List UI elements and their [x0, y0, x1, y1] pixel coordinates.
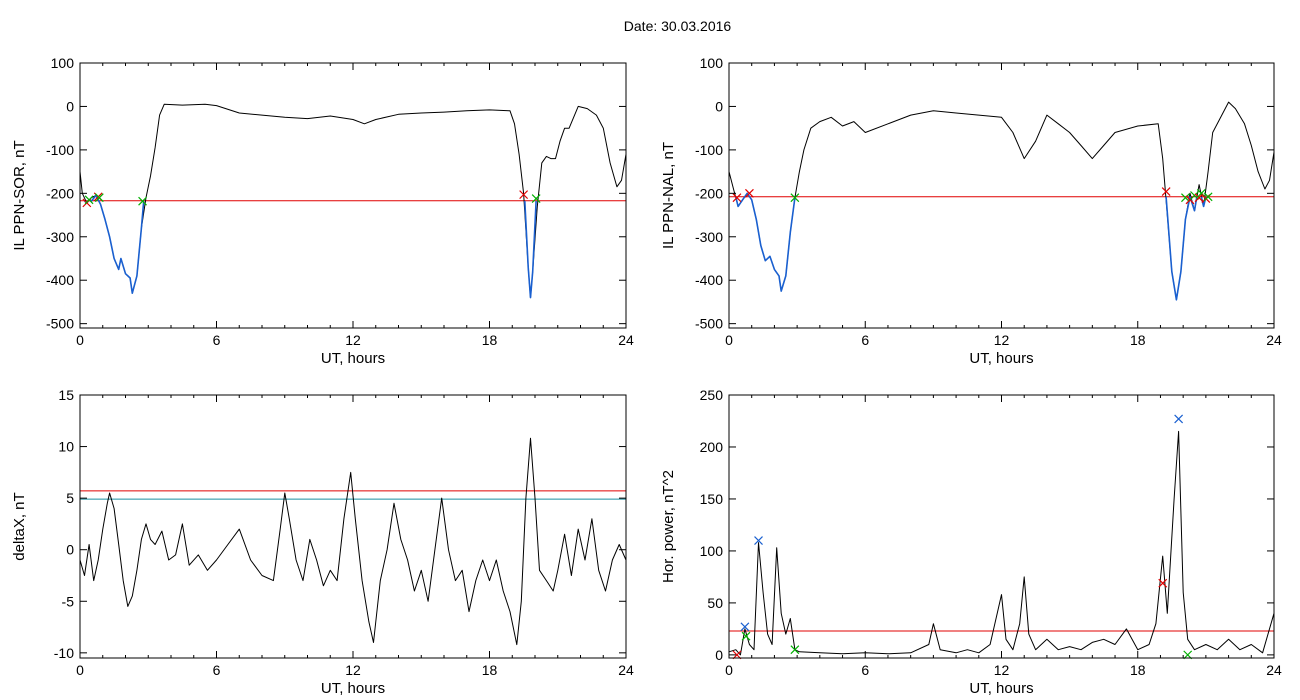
x-marker-6	[1174, 414, 1184, 424]
y-tick-label: 5	[66, 490, 74, 506]
series-line-0	[728, 101, 1275, 301]
x-axis-label: UT, hours	[969, 350, 1033, 367]
x-tick-label: 0	[76, 662, 84, 678]
panel-ppn-sor: 0 6 12 18 24 100 0 -100 -200 -300 -400 -500 UT, hour…	[11, 55, 634, 367]
y-tick-label: 0	[66, 98, 74, 114]
series-line-2	[524, 201, 537, 299]
y-tick-label: -500	[46, 316, 74, 332]
x-tick-label: 6	[213, 332, 221, 348]
x-marker-4	[1181, 193, 1190, 203]
series-line-0	[728, 430, 1275, 656]
x-marker-4	[790, 645, 800, 655]
y-tick-label: 100	[51, 55, 75, 71]
y-tick-label: -500	[695, 316, 723, 332]
y-tick-label: -200	[695, 185, 723, 201]
x-axis-label: UT, hours	[321, 680, 385, 697]
plot-frame	[728, 394, 1275, 659]
y-tick-label: 50	[707, 595, 723, 611]
y-axis-label: IL PPN-SOR, nT	[11, 140, 28, 250]
y-tick-label: 0	[66, 542, 74, 558]
x-tick-label: 12	[345, 662, 361, 678]
x-tick-label: 18	[1130, 662, 1146, 678]
x-tick-label: 18	[1130, 332, 1146, 348]
x-tick-label: 18	[482, 332, 498, 348]
x-marker-3	[754, 536, 763, 545]
x-marker-6	[1190, 191, 1199, 200]
y-tick-label: -300	[695, 229, 723, 245]
x-marker-5	[1158, 578, 1168, 588]
x-marker-2	[790, 193, 800, 203]
series-line-2	[1165, 196, 1198, 301]
x-marker-4	[138, 196, 147, 206]
y-tick-label: -10	[54, 645, 74, 661]
plot-frame	[79, 62, 627, 329]
x-marker-3	[94, 193, 104, 203]
x-marker-10	[1203, 192, 1213, 202]
x-marker-1	[745, 188, 754, 198]
x-tick-label: 0	[76, 332, 84, 348]
panel-deltax: 0 6 12 18 24 15 10 5 0 -5 -10 UT, hours deltaX, nT	[11, 387, 634, 697]
y-tick-label: 0	[715, 98, 723, 114]
y-tick-label: 250	[700, 387, 724, 403]
y-tick-label: 10	[58, 439, 74, 455]
x-marker-5	[519, 190, 529, 200]
x-tick-label: 6	[861, 332, 869, 348]
x-marker-3	[1161, 187, 1171, 197]
x-tick-label: 12	[994, 662, 1010, 678]
y-tick-label: 100	[700, 55, 724, 71]
series-line-1	[84, 194, 145, 294]
date-title: Date: 30.03.2016	[623, 18, 732, 34]
y-tick-label: -100	[695, 142, 723, 158]
x-axis-label: UT, hours	[969, 680, 1033, 697]
x-tick-label: 24	[618, 662, 634, 678]
plot-frame	[79, 394, 627, 659]
x-marker-1	[740, 622, 750, 632]
x-tick-label: 0	[725, 332, 733, 348]
x-tick-label: 12	[994, 332, 1010, 348]
y-axis-label: IL PPN-NAL, nT	[660, 142, 677, 249]
x-tick-label: 18	[482, 662, 498, 678]
x-tick-label: 6	[861, 662, 869, 678]
x-tick-label: 12	[345, 332, 361, 348]
x-axis-label: UT, hours	[321, 350, 385, 367]
y-tick-label: 15	[58, 387, 74, 403]
y-tick-label: 0	[715, 647, 723, 663]
x-tick-label: 0	[725, 662, 733, 678]
panel-ppn-nal: 0 6 12 18 24 100 0 -100 -200 -300 -400 -500 UT, hour…	[660, 55, 1282, 367]
x-tick-label: 24	[1266, 332, 1282, 348]
y-tick-label: -200	[46, 185, 74, 201]
x-marker-0	[732, 193, 742, 203]
series-line-0	[79, 437, 627, 646]
y-axis-label: Hor. power, nT^2	[660, 470, 677, 583]
y-tick-label: 100	[700, 543, 724, 559]
x-marker-1	[84, 195, 94, 205]
x-tick-label: 24	[618, 332, 634, 348]
y-tick-label: -100	[46, 142, 74, 158]
x-tick-label: 24	[1266, 662, 1282, 678]
y-tick-label: 200	[700, 439, 724, 455]
x-marker-6	[531, 194, 541, 203]
y-tick-label: 150	[700, 491, 724, 507]
y-tick-label: -300	[46, 229, 74, 245]
series-line-1	[735, 192, 796, 292]
x-marker-2	[741, 631, 751, 641]
panel-hor-power: 0 6 12 18 24 250 200 150 100 50 0 UT, hours Hor. pow…	[660, 387, 1282, 697]
y-tick-label: -400	[46, 272, 74, 288]
plot-frame	[728, 62, 1275, 329]
y-tick-label: -5	[62, 593, 75, 609]
y-tick-label: -400	[695, 272, 723, 288]
x-tick-label: 6	[213, 662, 221, 678]
y-axis-label: deltaX, nT	[11, 492, 28, 560]
